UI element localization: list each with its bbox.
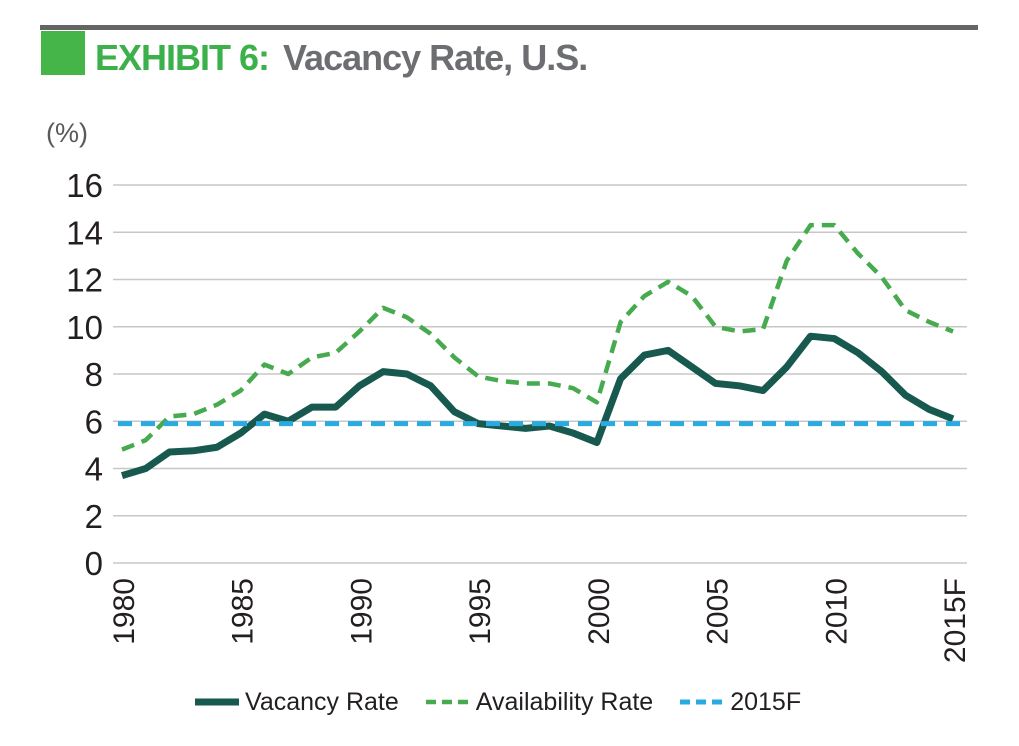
y-tick-label-4: 4 xyxy=(85,451,103,488)
legend-item-2015f: 2015F xyxy=(678,688,801,717)
y-tick-label-16: 16 xyxy=(66,167,103,204)
legend-item-vacancy-rate: Vacancy Rate xyxy=(193,688,399,717)
page-title: Vacancy Rate, U.S. xyxy=(283,37,588,78)
y-tick-label-8: 8 xyxy=(85,356,103,393)
x-tick-label-2015F: 2015F xyxy=(939,578,972,663)
legend-label-vacancy-rate: Vacancy Rate xyxy=(245,687,399,716)
y-axis-unit-label: (%) xyxy=(46,118,88,148)
y-tick-label-14: 14 xyxy=(66,214,103,251)
y-tick-label-12: 12 xyxy=(66,262,103,299)
y-tick-label-2: 2 xyxy=(85,498,103,535)
header-top-rule xyxy=(40,25,978,30)
x-tick-label-2000: 2000 xyxy=(583,578,616,645)
y-tick-label-6: 6 xyxy=(85,403,103,440)
x-tick-label-1995: 1995 xyxy=(464,578,497,645)
legend-item-availability-rate: Availability Rate xyxy=(424,688,653,717)
availability-rate-swatch xyxy=(425,699,470,705)
x-tick-label-1980: 1980 xyxy=(108,578,141,645)
exhibit-marker xyxy=(41,31,85,75)
exhibit-label: EXHIBIT 6: xyxy=(95,37,270,78)
y-tick-label-0: 0 xyxy=(85,545,103,582)
x-tick-label-1985: 1985 xyxy=(227,578,260,645)
x-tick-label-1990: 1990 xyxy=(345,578,378,645)
y-tick-label-10: 10 xyxy=(66,309,103,346)
vacancy-rate-line xyxy=(120,332,955,479)
legend-label-2015f: 2015F xyxy=(730,687,802,716)
legend-label-availability-rate: Availability Rate xyxy=(475,687,654,716)
vacancy-rate-swatch xyxy=(195,698,239,706)
x-tick-label-2010: 2010 xyxy=(820,578,853,645)
chart-legend: Vacancy Rate Availability Rate 2015F xyxy=(193,684,801,720)
forecast-2015f-swatch xyxy=(680,699,725,705)
chart-header: EXHIBIT 6: Vacancy Rate, U.S. xyxy=(95,37,588,78)
availability-rate-line xyxy=(121,222,954,452)
x-tick-label-2005: 2005 xyxy=(702,578,735,645)
